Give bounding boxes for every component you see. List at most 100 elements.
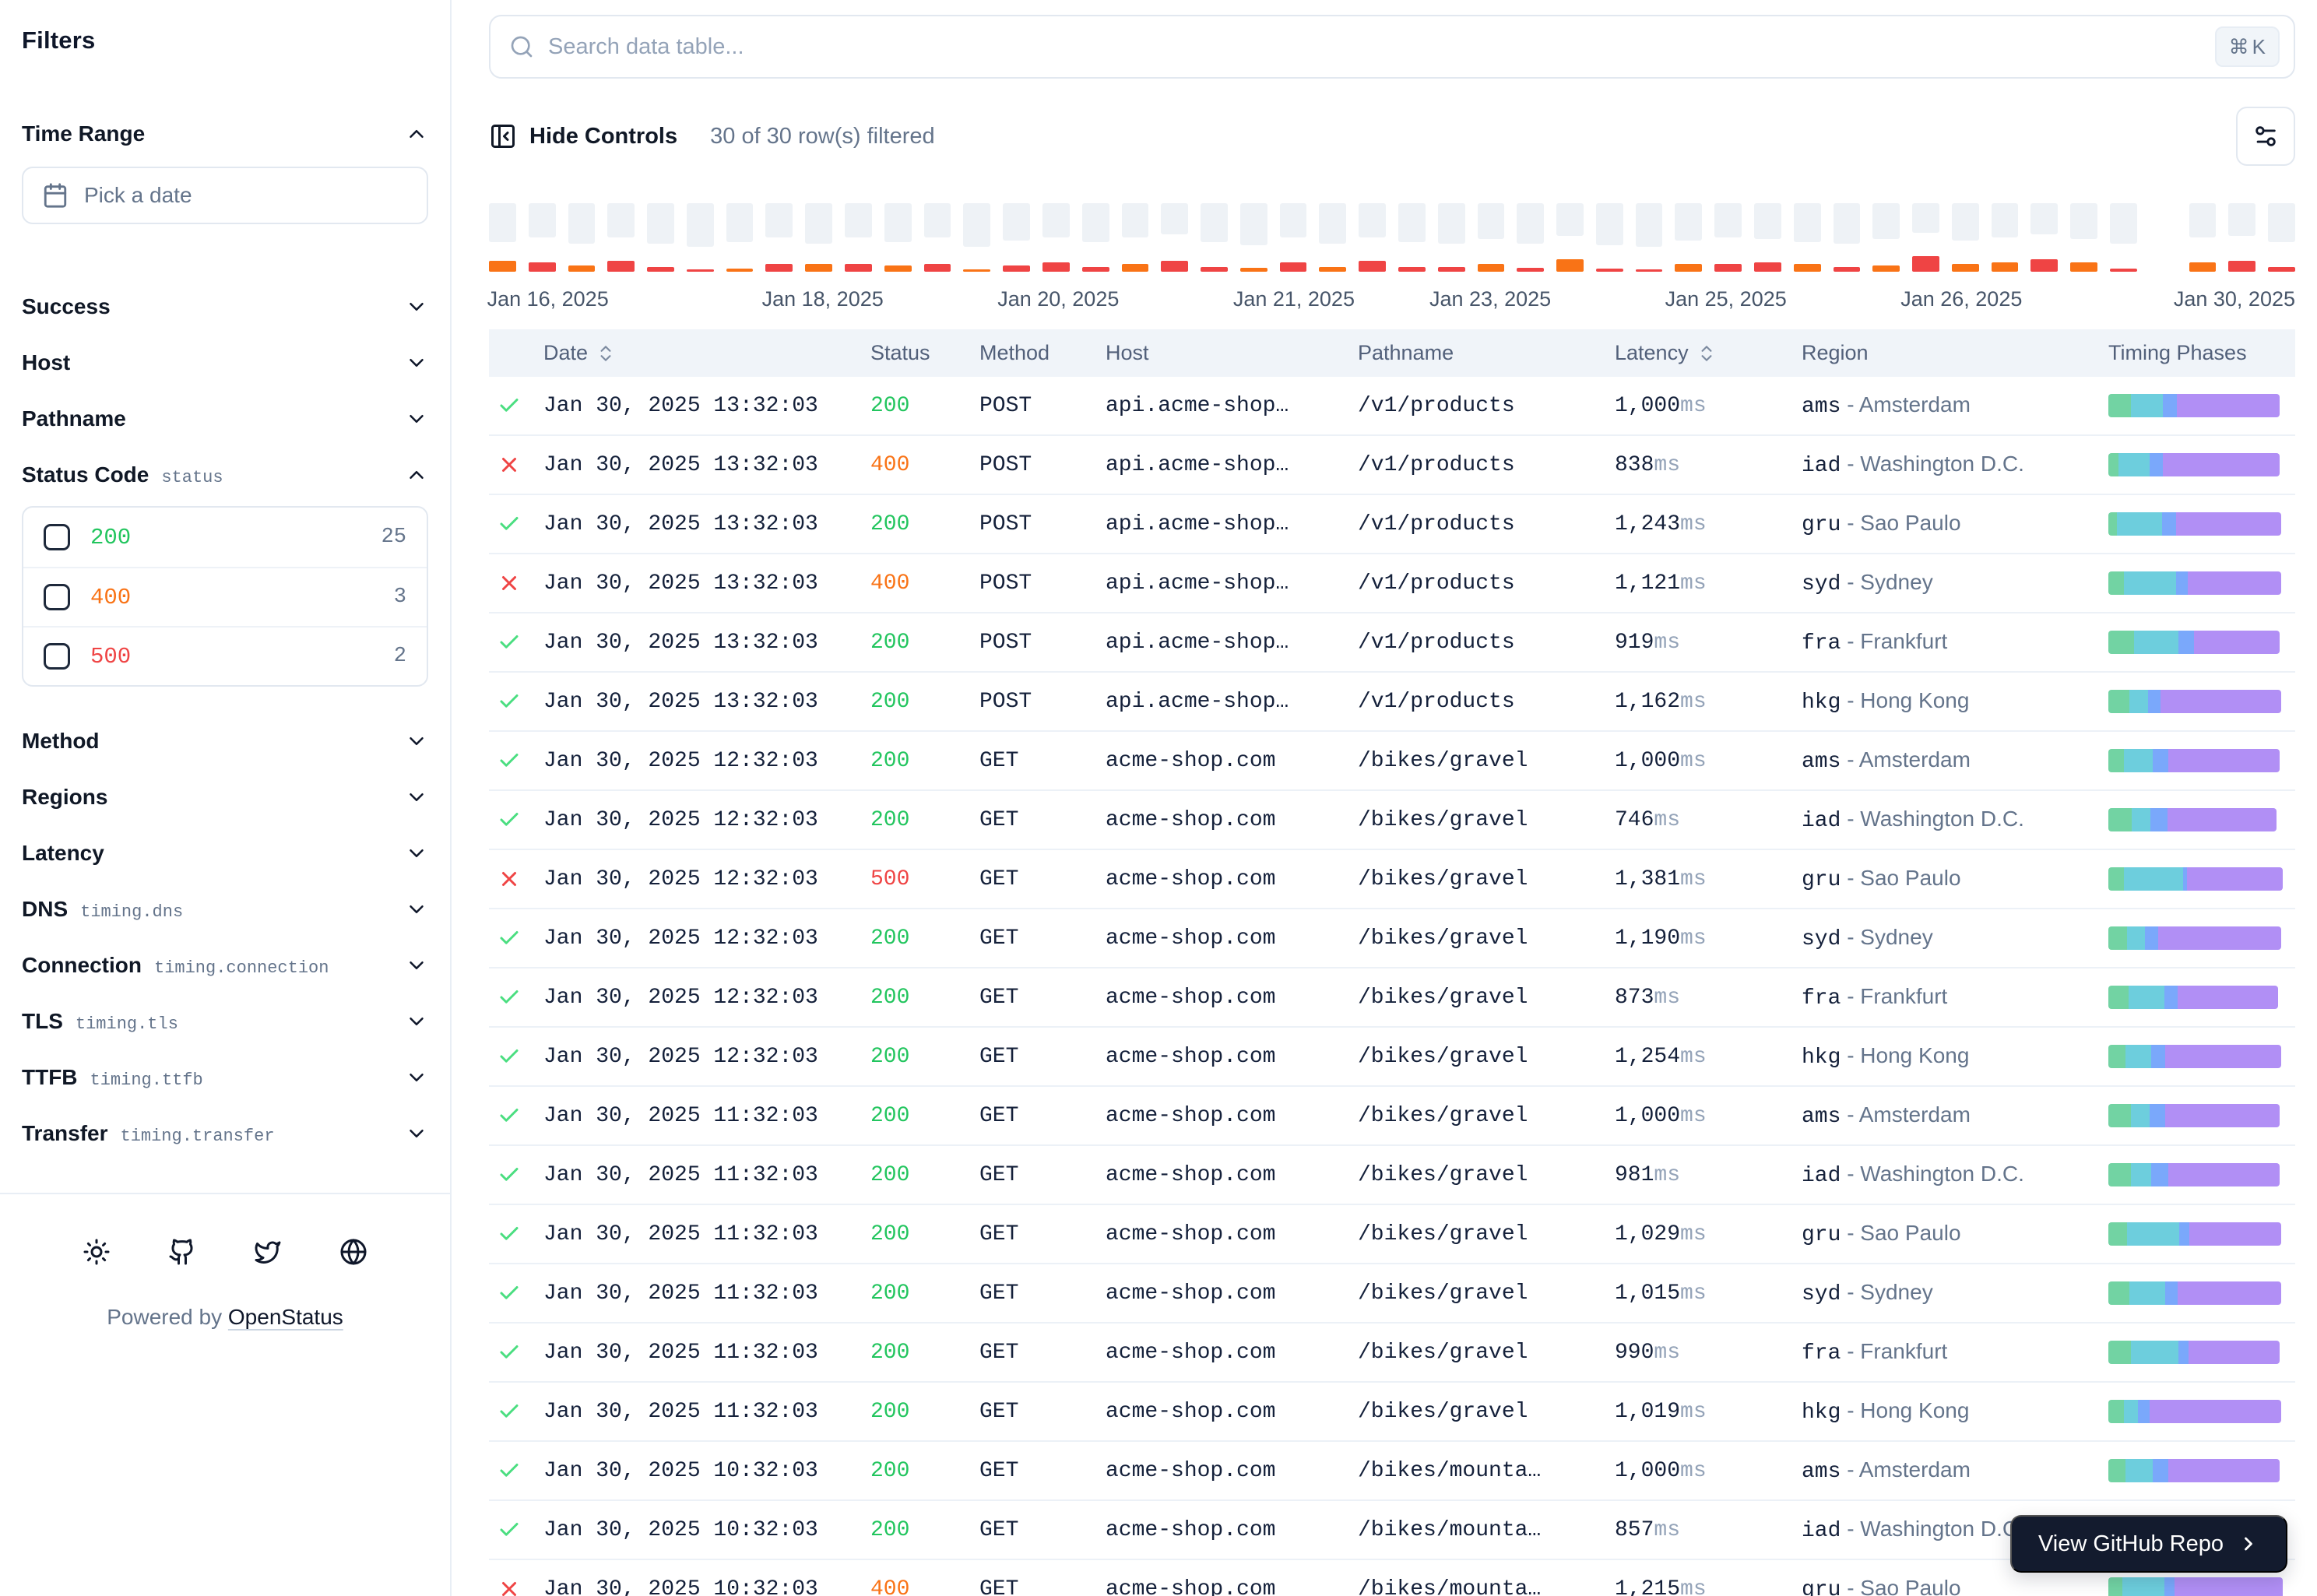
timeline-bar[interactable] bbox=[1912, 203, 1939, 272]
sidebar-section-regions[interactable]: Regions bbox=[22, 769, 428, 825]
sidebar-section-time-range[interactable]: Time Range bbox=[22, 106, 428, 162]
column-header-date[interactable]: Date bbox=[525, 341, 852, 365]
timeline-bar[interactable] bbox=[686, 203, 714, 272]
sidebar-section-success[interactable]: Success bbox=[22, 279, 428, 335]
timeline-bar[interactable] bbox=[1951, 203, 1979, 272]
sidebar-section-ttfb[interactable]: TTFB timing.ttfb bbox=[22, 1049, 428, 1106]
timeline-bar[interactable] bbox=[2070, 203, 2098, 272]
table-row[interactable]: Jan 30, 2025 11:32:03 200 GET acme-shop.com… bbox=[489, 1205, 2295, 1264]
sidebar-section-dns[interactable]: DNS timing.dns bbox=[22, 881, 428, 937]
status-option-500[interactable]: 500 2 bbox=[23, 626, 427, 685]
table-row[interactable]: Jan 30, 2025 10:32:03 200 GET acme-shop.com… bbox=[489, 1442, 2295, 1501]
sidebar-section-method[interactable]: Method bbox=[22, 713, 428, 769]
timeline-bar[interactable] bbox=[1556, 203, 1584, 272]
table-row[interactable]: Jan 30, 2025 13:32:03 200 POST api.acme-sho… bbox=[489, 495, 2295, 554]
timeline-bar[interactable] bbox=[1635, 203, 1663, 272]
globe-button[interactable] bbox=[333, 1232, 374, 1272]
timeline-bar[interactable] bbox=[1359, 203, 1386, 272]
table-row[interactable]: Jan 30, 2025 12:32:03 200 GET acme-shop.com… bbox=[489, 791, 2295, 850]
view-options-button[interactable] bbox=[2236, 107, 2295, 166]
table-row[interactable]: Jan 30, 2025 12:32:03 200 GET acme-shop.com… bbox=[489, 1028, 2295, 1087]
table-row[interactable]: Jan 30, 2025 13:32:03 200 POST api.acme-sho… bbox=[489, 613, 2295, 673]
search-input[interactable] bbox=[548, 33, 2201, 60]
view-github-repo-button[interactable]: View GitHub Repo bbox=[2009, 1515, 2287, 1573]
timeline-bar[interactable] bbox=[1872, 203, 1900, 272]
timeline-bar[interactable] bbox=[1675, 203, 1703, 272]
timeline-bar[interactable] bbox=[765, 203, 793, 272]
sidebar-section-latency[interactable]: Latency bbox=[22, 825, 428, 881]
timeline-bar[interactable] bbox=[726, 203, 754, 272]
timeline-bar[interactable] bbox=[489, 203, 516, 272]
timeline-bar[interactable] bbox=[1003, 203, 1030, 272]
timeline-bar[interactable] bbox=[1517, 203, 1545, 272]
timeline-bar[interactable] bbox=[1398, 203, 1426, 272]
table-row[interactable]: Jan 30, 2025 13:32:03 200 POST api.acme-sho… bbox=[489, 377, 2295, 436]
table-row[interactable]: Jan 30, 2025 12:32:03 500 GET acme-shop.com… bbox=[489, 850, 2295, 909]
timeline-bar[interactable] bbox=[805, 203, 833, 272]
table-row[interactable]: Jan 30, 2025 13:32:03 400 POST api.acme-sho… bbox=[489, 436, 2295, 495]
timeline-bar[interactable] bbox=[2110, 203, 2137, 272]
table-row[interactable]: Jan 30, 2025 12:32:03 200 GET acme-shop.com… bbox=[489, 909, 2295, 968]
timeline-bar[interactable] bbox=[963, 203, 991, 272]
table-row[interactable]: Jan 30, 2025 12:32:03 200 GET acme-shop.com… bbox=[489, 968, 2295, 1028]
timeline-bar-errors bbox=[1595, 269, 1623, 272]
timeline-bar[interactable] bbox=[1319, 203, 1347, 272]
timeline-bar[interactable] bbox=[647, 203, 674, 272]
openstatus-link[interactable]: OpenStatus bbox=[227, 1305, 343, 1329]
timeline-bar[interactable] bbox=[1121, 203, 1149, 272]
timeline-bar[interactable] bbox=[2150, 203, 2177, 272]
status-option-400[interactable]: 400 3 bbox=[23, 567, 427, 626]
timeline-bar[interactable] bbox=[607, 203, 635, 272]
table-row[interactable]: Jan 30, 2025 10:32:03 400 GET acme-shop.com… bbox=[489, 1560, 2295, 1596]
timeline-bar[interactable] bbox=[2189, 203, 2217, 272]
timeline-bar[interactable] bbox=[2228, 203, 2256, 272]
table-row[interactable]: Jan 30, 2025 12:32:03 200 GET acme-shop.com… bbox=[489, 732, 2295, 791]
timeline-bar[interactable] bbox=[1714, 203, 1742, 272]
twitter-button[interactable] bbox=[248, 1232, 288, 1272]
timeline-bar[interactable] bbox=[1477, 203, 1505, 272]
timeline-bar[interactable] bbox=[884, 203, 912, 272]
timeline-bar[interactable] bbox=[1201, 203, 1228, 272]
timeline-bar[interactable] bbox=[1437, 203, 1465, 272]
sidebar-section-tls[interactable]: TLS timing.tls bbox=[22, 993, 428, 1049]
sidebar-section-connection[interactable]: Connection timing.connection bbox=[22, 937, 428, 993]
table-row[interactable]: Jan 30, 2025 11:32:03 200 GET acme-shop.com… bbox=[489, 1324, 2295, 1383]
table-row[interactable]: Jan 30, 2025 13:32:03 400 POST api.acme-sho… bbox=[489, 554, 2295, 613]
hide-controls-button[interactable]: Hide Controls bbox=[489, 122, 677, 150]
timeline-bar[interactable] bbox=[568, 203, 596, 272]
table-row[interactable]: Jan 30, 2025 11:32:03 200 GET acme-shop.com… bbox=[489, 1087, 2295, 1146]
timeline-bar[interactable] bbox=[1081, 203, 1109, 272]
status-option-200[interactable]: 200 25 bbox=[23, 508, 427, 567]
table-row[interactable]: Jan 30, 2025 13:32:03 200 POST api.acme-sho… bbox=[489, 673, 2295, 732]
timeline-bar[interactable] bbox=[1161, 203, 1189, 272]
timeline-bar[interactable] bbox=[1833, 203, 1861, 272]
checkbox[interactable] bbox=[44, 524, 70, 550]
timeline-bars[interactable] bbox=[489, 203, 2295, 272]
timeline-bar[interactable] bbox=[528, 203, 556, 272]
table-row[interactable]: Jan 30, 2025 11:32:03 200 GET acme-shop.com… bbox=[489, 1264, 2295, 1324]
cell-latency: 857ms bbox=[1615, 1517, 1681, 1542]
sidebar-section-transfer[interactable]: Transfer timing.transfer bbox=[22, 1106, 428, 1162]
timeline-bar[interactable] bbox=[1239, 203, 1267, 272]
timeline-bar[interactable] bbox=[1279, 203, 1307, 272]
timeline-bar[interactable] bbox=[1754, 203, 1781, 272]
column-header-latency[interactable]: Latency bbox=[1596, 341, 1783, 365]
checkbox[interactable] bbox=[44, 584, 70, 610]
sidebar-section-pathname[interactable]: Pathname bbox=[22, 391, 428, 447]
timeline-bar[interactable] bbox=[1991, 203, 2019, 272]
timeline-bar[interactable] bbox=[923, 203, 951, 272]
timeline-bar[interactable] bbox=[1042, 203, 1070, 272]
sidebar-section-host[interactable]: Host bbox=[22, 335, 428, 391]
timeline-bar[interactable] bbox=[845, 203, 872, 272]
timeline-bar[interactable] bbox=[1793, 203, 1821, 272]
checkbox[interactable] bbox=[44, 643, 70, 670]
timeline-bar[interactable] bbox=[1595, 203, 1623, 272]
timeline-bar[interactable] bbox=[2030, 203, 2059, 272]
timeline-bar[interactable] bbox=[2268, 203, 2295, 272]
table-row[interactable]: Jan 30, 2025 11:32:03 200 GET acme-shop.com… bbox=[489, 1383, 2295, 1442]
table-row[interactable]: Jan 30, 2025 11:32:03 200 GET acme-shop.com… bbox=[489, 1146, 2295, 1205]
sidebar-section-status-code[interactable]: Status Code status bbox=[22, 447, 428, 503]
sun-button[interactable] bbox=[76, 1232, 117, 1272]
github-button[interactable] bbox=[162, 1232, 202, 1272]
date-picker-button[interactable]: Pick a date bbox=[22, 167, 428, 224]
